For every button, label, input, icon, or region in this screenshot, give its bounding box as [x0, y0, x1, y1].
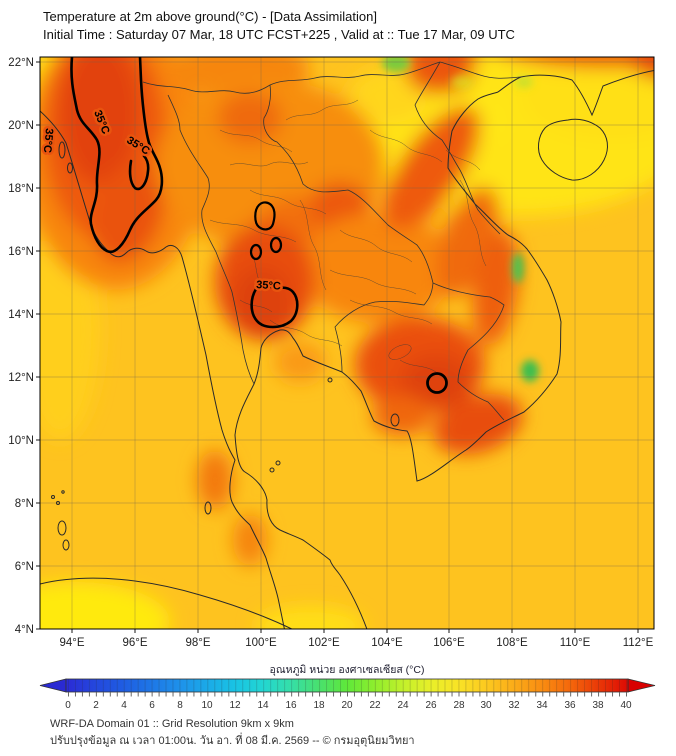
cb-tick: 38 [592, 700, 604, 711]
cb-tick: 10 [201, 700, 213, 711]
colorbar-outline [65, 678, 629, 693]
lon-tick-label: 110°E [560, 637, 591, 649]
colorbar-left-arrow [39, 678, 67, 693]
colorbar-segments [66, 679, 628, 692]
figure-subtitle: Initial Time : Saturday 07 Mar, 18 UTC F… [43, 27, 515, 42]
cb-tick: 0 [65, 700, 71, 711]
cb-tick: 4 [121, 700, 127, 711]
cool-spots [382, 57, 539, 382]
lat-tick-label: 20°N [8, 120, 34, 132]
lon-tick-label: 112°E [623, 637, 654, 649]
cb-tick: 40 [620, 700, 632, 711]
country-borders [142, 61, 522, 421]
cb-tick: 12 [229, 700, 241, 711]
cb-tick: 8 [177, 700, 183, 711]
lon-tick-label: 94°E [59, 637, 84, 649]
colorbar-tick-labels: 0 2 4 6 8 10 12 14 16 18 20 22 24 26 28 … [65, 700, 632, 711]
cb-tick: 24 [397, 700, 409, 711]
lat-tick-label: 18°N [8, 183, 34, 195]
lat-tick-label: 12°N [8, 372, 34, 384]
cb-tick: 14 [257, 700, 269, 711]
cb-tick: 20 [341, 700, 353, 711]
lat-tick-label: 14°N [8, 309, 34, 321]
colorbar-right-arrow [627, 678, 656, 693]
colorbar-title: อุณหภูมิ หน่วย องศาเซลเซียส (°C) [270, 663, 425, 676]
map-frame [39, 56, 655, 630]
cb-tick: 18 [313, 700, 325, 711]
y-axis-labels: 22°N 20°N 18°N 16°N 14°N 12°N 10°N 8°N 6… [8, 57, 34, 636]
cb-tick: 2 [93, 700, 99, 711]
lon-tick-label: 104°E [371, 637, 403, 649]
lon-tick-label: 102°E [308, 637, 340, 649]
lat-tick-label: 10°N [8, 435, 34, 447]
lon-tick-label: 96°E [122, 637, 147, 649]
x-axis-labels: 94°E 96°E 98°E 100°E 102°E 104°E 106°E 1… [59, 637, 653, 649]
figure-title: Temperature at 2m above ground(°C) - [Da… [43, 9, 377, 24]
footer-domain-info: WRF-DA Domain 01 :: Grid Resolution 9km … [50, 718, 294, 730]
colorbar-minor-ticks [66, 692, 628, 697]
coastline [40, 70, 654, 629]
temperature-field [40, 57, 654, 629]
lat-tick-label: 22°N [8, 57, 34, 69]
contour-label-35c: 35°C [256, 279, 281, 293]
map-canvas: 35°C 35°C 35°C 35°C [40, 57, 654, 629]
temp-contours-35c [70, 57, 448, 394]
cb-tick: 26 [425, 700, 437, 711]
lat-tick-label: 4°N [15, 624, 34, 636]
contour-label-35c: 35°C [41, 128, 55, 154]
cb-tick: 30 [480, 700, 492, 711]
lat-tick-label: 16°N [8, 246, 34, 258]
cb-tick: 36 [564, 700, 576, 711]
cb-tick: 6 [149, 700, 155, 711]
lon-tick-label: 98°E [185, 637, 210, 649]
cb-tick: 28 [453, 700, 465, 711]
axis-ticks [36, 61, 639, 633]
lon-tick-label: 100°E [245, 637, 277, 649]
cb-tick: 32 [508, 700, 520, 711]
footer-update-info: ปรับปรุงข้อมูล ณ เวลา 01:00น. วัน อา. ที… [50, 732, 415, 747]
lat-tick-label: 6°N [15, 561, 34, 573]
cb-tick: 22 [369, 700, 381, 711]
cb-tick: 34 [536, 700, 548, 711]
lat-tick-label: 8°N [15, 498, 34, 510]
colorbar: อุณหภูมิ หน่วย องศาเซลเซียส (°C) 0 2 4 6… [39, 663, 656, 711]
lon-tick-label: 108°E [496, 637, 528, 649]
lon-tick-label: 106°E [433, 637, 465, 649]
cb-tick: 16 [285, 700, 297, 711]
